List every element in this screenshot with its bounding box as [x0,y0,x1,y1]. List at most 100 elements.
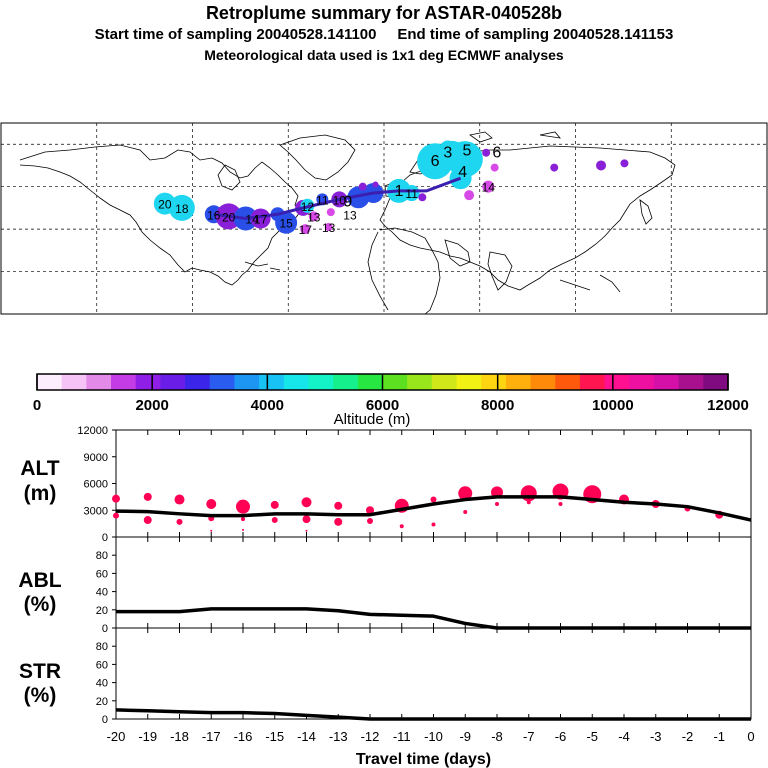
colorbar-segment [357,374,383,390]
x-tick-label: -15 [265,729,284,744]
arabia [444,239,471,267]
altitude-spread-dot [558,502,563,507]
altitude-spread-dot [495,502,499,507]
north-america-coastline [19,144,301,286]
plume-blob [403,185,420,202]
altitude-spread-dot [458,486,473,501]
colorbar-tick-label: 6000 [366,397,399,414]
greenland [279,134,356,181]
colorbar-segment [185,374,211,390]
colorbar-tick-label: 8000 [481,397,514,414]
plume-blob [482,148,491,157]
y-tick-label: 3000 [84,505,108,517]
x-tick-label: -13 [329,729,348,744]
colorbar-segment [283,374,309,390]
plume-day-label: 11 [405,187,418,201]
plume-day-label: 6 [431,153,440,170]
altitude-spread-dot [526,500,531,505]
colorbar-segment [160,374,186,390]
altitude-spread-dot [430,496,437,503]
colorbar-segment [678,374,704,390]
x-axis-label: Travel time (days) [356,751,491,768]
colorbar-segment [555,374,581,390]
hudson-bay [217,164,241,191]
colorbar-tick-label: 2000 [135,397,168,414]
plume-day-label: 13 [307,210,321,224]
y-tick-label: 9000 [84,452,108,464]
altitude-spread-dot [242,528,244,531]
panel-ylabel: ALT [20,457,59,480]
x-tick-label: -3 [650,729,662,744]
colorbar-xlabel: Altitude (m) [334,411,411,428]
map-gridlines [1,123,768,314]
altitude-spread-dot [206,499,217,510]
plume-day-label: 11 [316,193,329,207]
colorbar-segment [333,374,359,390]
colorbar-tick-label: 10000 [592,397,634,414]
panel-frame [115,536,752,629]
plume-day-label: 13 [322,221,336,235]
x-tick-label: -11 [393,729,411,744]
altitude-spread-dot [236,499,250,514]
plume-day-label: 6 [492,145,501,162]
x-tick-label: -17 [202,729,221,744]
plume-blob [550,163,559,172]
x-tick-label: -6 [555,729,567,744]
siberian-islands [469,131,561,143]
y-tick-label: 60 [96,659,108,671]
altitude-spread-dot [305,529,308,532]
plume-day-label: 10 [333,193,347,207]
plume-blob [464,190,475,201]
series-line [115,495,752,522]
x-tick-label: -2 [682,729,694,744]
plume-blob [168,194,195,221]
plume-day-label: 1 [394,183,403,200]
panel-yunit: (m) [24,482,57,505]
altitude-spread-dot [143,492,152,501]
altitude-spread-dot [520,485,537,502]
altitude-spread-dot [241,517,245,522]
colorbar-segment [234,374,260,390]
plume-day-label: 9 [343,194,352,211]
colorbar-segment [37,374,63,390]
colorbar-segment [259,374,285,390]
colorbar-segment [629,374,655,390]
plume-day-label: 14 [245,213,259,227]
sampling-time-subtitle: Start time of sampling 20040528.141100 E… [94,26,674,43]
altitude-spread-dot [367,517,373,524]
panel-yunit: (%) [24,593,57,616]
plume-day-label: 4 [458,164,467,181]
plume-blob [250,208,271,229]
x-tick-label: -20 [107,729,126,744]
x-tick-label: -14 [297,729,316,744]
altitude-spread-dot [366,506,374,515]
plume-blob [324,222,333,231]
plume-blob [372,181,379,188]
plume-day-label: 18 [175,202,189,216]
y-tick-label: 6000 [84,479,108,491]
altitude-spread-dot [176,518,183,525]
y-tick-label: 80 [96,641,108,653]
altitude-spread-dot [112,494,120,503]
colorbar-segment [481,374,507,390]
plume-day-label: 17 [254,213,268,227]
chart-title: Retroplume summary for ASTAR-040528b [205,3,563,23]
x-tick-label: -18 [170,729,189,744]
altitude-spread-dot [431,522,436,527]
panel-abl: 0 20 40 60 80 ABL(%) [18,536,752,635]
y-tick-label: 0 [102,623,108,635]
plume-centerline [213,176,462,221]
southeast-asia-islands [559,274,621,293]
colorbar-segment [407,374,433,390]
plume-blob [482,180,495,193]
altitude-spread-dot [334,517,343,526]
plume-day-label: 3 [443,145,452,162]
plume-blob [358,182,367,191]
plume-day-label: 16 [207,208,221,222]
colorbar-segment [530,374,556,390]
africa-coastline [367,227,441,315]
plume-blob [490,163,499,172]
plume-blob [300,224,311,235]
plume-day-label: 20 [158,198,172,212]
